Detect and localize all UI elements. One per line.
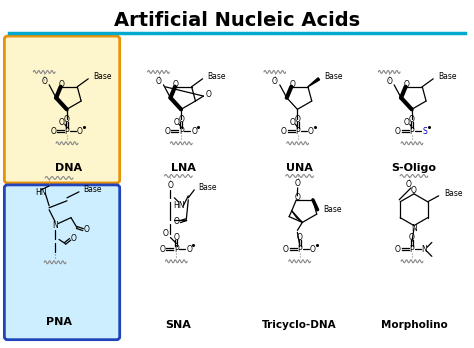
Text: O: O	[295, 180, 301, 188]
Text: O: O	[297, 233, 302, 242]
Text: O: O	[294, 193, 300, 202]
Text: O: O	[41, 77, 47, 86]
Text: Base: Base	[324, 72, 342, 81]
Text: O: O	[409, 115, 415, 124]
Text: Tricyclo-DNA: Tricyclo-DNA	[262, 320, 337, 330]
Polygon shape	[308, 78, 319, 87]
Text: SNA: SNA	[165, 320, 191, 330]
Text: P: P	[295, 127, 300, 136]
Text: Base: Base	[323, 205, 342, 214]
Text: O: O	[155, 77, 162, 86]
Text: O: O	[308, 127, 313, 136]
Text: Artificial Nucleic Acids: Artificial Nucleic Acids	[114, 11, 360, 30]
Text: P: P	[64, 127, 69, 136]
Text: O: O	[178, 115, 184, 124]
Text: O: O	[404, 118, 410, 127]
Text: Base: Base	[198, 183, 217, 192]
Text: UNA: UNA	[286, 163, 313, 173]
Text: PNA: PNA	[46, 317, 72, 327]
FancyBboxPatch shape	[4, 36, 120, 183]
Text: O: O	[395, 127, 401, 136]
Text: P: P	[410, 127, 414, 136]
Text: O: O	[164, 127, 170, 136]
Text: O: O	[386, 77, 392, 86]
Text: P: P	[179, 127, 183, 136]
Text: O: O	[173, 118, 179, 127]
Text: O: O	[191, 127, 197, 136]
Text: P: P	[297, 245, 302, 254]
Text: O: O	[411, 187, 417, 195]
Text: O: O	[283, 245, 289, 254]
Text: N: N	[411, 224, 417, 233]
Text: O: O	[77, 127, 83, 136]
Text: S-Oligo: S-Oligo	[392, 163, 437, 173]
Text: P: P	[410, 245, 414, 254]
Text: O: O	[409, 233, 415, 242]
Text: O: O	[173, 233, 179, 242]
Text: O: O	[64, 115, 70, 124]
Text: Base: Base	[93, 72, 112, 81]
Text: O: O	[50, 127, 56, 136]
Text: O: O	[404, 80, 410, 89]
Text: O: O	[173, 80, 179, 89]
FancyBboxPatch shape	[4, 185, 120, 340]
Text: O: O	[395, 245, 401, 254]
Text: Base: Base	[445, 189, 463, 198]
Text: O: O	[406, 180, 412, 189]
Text: O: O	[290, 80, 295, 89]
Text: O: O	[173, 217, 179, 226]
Text: O: O	[295, 115, 301, 124]
Text: O: O	[310, 245, 316, 254]
Text: S: S	[422, 127, 427, 136]
Text: P: P	[174, 245, 179, 254]
Text: HN: HN	[36, 188, 47, 197]
Text: Morpholino: Morpholino	[381, 320, 447, 330]
Text: DNA: DNA	[55, 163, 82, 173]
Text: HN: HN	[173, 201, 185, 210]
Text: O: O	[205, 89, 211, 98]
Text: O: O	[281, 127, 287, 136]
Text: O: O	[84, 225, 90, 234]
Text: O: O	[71, 234, 77, 243]
Text: O: O	[160, 245, 165, 254]
Text: O: O	[167, 181, 173, 190]
Text: N: N	[421, 245, 427, 254]
Text: O: O	[163, 229, 168, 238]
Text: O: O	[59, 80, 64, 89]
Text: O: O	[290, 118, 295, 127]
Text: O: O	[59, 118, 65, 127]
Text: O: O	[186, 245, 192, 254]
Text: N: N	[52, 221, 58, 230]
Text: Base: Base	[438, 72, 456, 81]
Text: Base: Base	[208, 72, 226, 81]
Text: LNA: LNA	[171, 163, 196, 173]
Text: O: O	[272, 77, 278, 86]
Text: Base: Base	[83, 185, 101, 195]
